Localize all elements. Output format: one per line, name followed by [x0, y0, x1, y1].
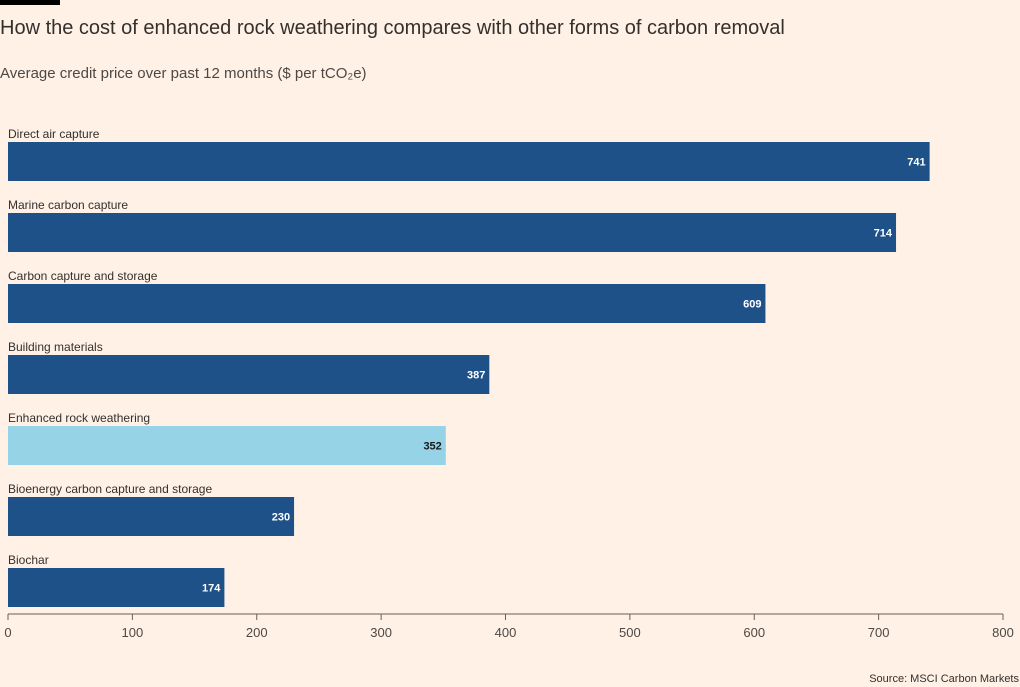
chart-subtitle: Average credit price over past 12 months…: [0, 65, 367, 82]
value-label-building-materials: 387: [467, 370, 485, 382]
bars-layer: Direct air capture 741 Marine carbon captu…: [8, 127, 930, 607]
chart-title: How the cost of enhanced rock weathering…: [0, 17, 785, 39]
category-label-marine-carbon-capture: Marine carbon capture: [8, 198, 128, 212]
value-label-carbon-capture-and-storage: 609: [743, 299, 761, 311]
x-tick-label-500: 500: [619, 625, 641, 640]
x-tick-label-400: 400: [495, 625, 517, 640]
value-label-marine-carbon-capture: 714: [874, 228, 893, 240]
category-label-bioenergy-carbon-capture-and-storage: Bioenergy carbon capture and storage: [8, 482, 212, 496]
x-tick-label-700: 700: [868, 625, 890, 640]
bar-direct-air-capture: [8, 142, 930, 181]
x-axis: 0 100 200 300 400 500 600 700 800: [4, 613, 1014, 640]
category-label-biochar: Biochar: [8, 553, 49, 567]
source-note: Source: MSCI Carbon Markets: [869, 673, 1019, 685]
bar-biochar: [8, 568, 225, 607]
category-label-carbon-capture-and-storage: Carbon capture and storage: [8, 269, 158, 283]
category-label-building-materials: Building materials: [8, 340, 103, 354]
bar-carbon-capture-and-storage: [8, 284, 766, 323]
x-tick-label-600: 600: [743, 625, 765, 640]
x-tick-label-0: 0: [4, 625, 11, 640]
value-label-enhanced-rock-weathering: 352: [423, 441, 441, 453]
value-label-biochar: 174: [202, 583, 221, 595]
value-label-bioenergy-carbon-capture-and-storage: 230: [272, 512, 290, 524]
bar-building-materials: [8, 355, 490, 394]
brand-top-bar: [0, 0, 60, 5]
x-tick-label-200: 200: [246, 625, 268, 640]
x-tick-label-800: 800: [992, 625, 1014, 640]
bar-marine-carbon-capture: [8, 213, 897, 252]
category-label-enhanced-rock-weathering: Enhanced rock weathering: [8, 411, 150, 425]
value-label-direct-air-capture: 741: [907, 157, 925, 169]
x-tick-label-100: 100: [122, 625, 144, 640]
bar-enhanced-rock-weathering: [8, 426, 446, 465]
category-label-direct-air-capture: Direct air capture: [8, 127, 100, 141]
x-tick-label-300: 300: [370, 625, 392, 640]
bar-bioenergy-carbon-capture-and-storage: [8, 497, 295, 536]
